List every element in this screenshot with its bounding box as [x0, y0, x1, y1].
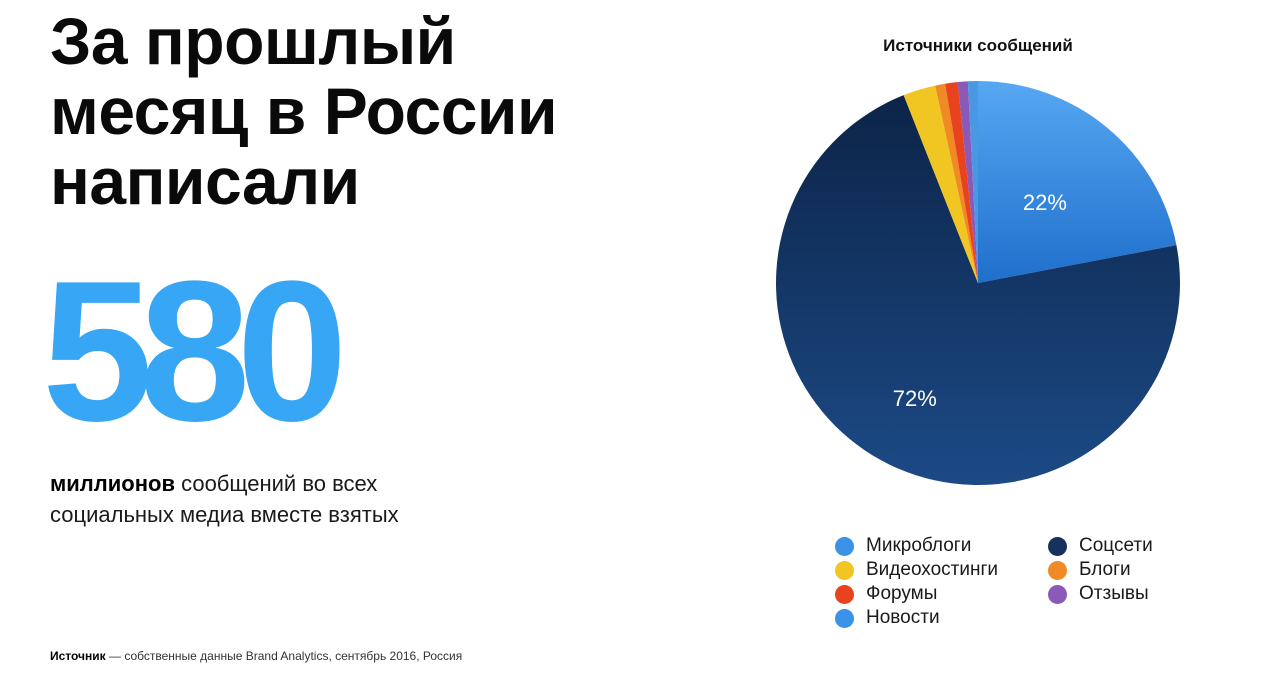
legend-swatch [1048, 584, 1067, 604]
legend-item: Соцсети [1048, 534, 1198, 558]
description: миллионов сообщений во всех социальных м… [50, 468, 410, 530]
legend-item: Видеохостинги [835, 558, 1048, 582]
pie-label-2: 72% [893, 386, 937, 411]
legend-swatch [835, 560, 854, 580]
source-note: Источник — собственные данные Brand Anal… [50, 648, 462, 664]
headline-line-2: месяц в России [50, 74, 558, 148]
legend-swatch [1048, 560, 1067, 580]
legend-item: Отзывы [1048, 582, 1198, 606]
pie-slice-2 [775, 95, 1180, 486]
pie-slice-6 [957, 81, 978, 284]
chart-legend: Микроблоги Соцсети Видеохостинги Блоги Форум… [835, 534, 1195, 630]
pie-label-1: 22% [1023, 190, 1067, 215]
source-text: — собственные данные Brand Analytics, се… [105, 649, 463, 663]
pie-labels: 22% 72% [893, 190, 1067, 411]
pie-chart: 22% 72% [775, 81, 1180, 486]
legend-swatch [835, 608, 854, 628]
pie-slice-3 [903, 85, 978, 283]
pie-slices [775, 81, 1180, 486]
legend-swatch [835, 536, 854, 556]
legend-label: Форумы [866, 583, 938, 604]
headline-line-1: За прошлый [50, 4, 456, 78]
chart-title: Источники сообщений [883, 36, 1073, 55]
legend-item: Блоги [1048, 558, 1198, 582]
legend-label: Новости [866, 607, 940, 628]
pie-slice-5 [945, 82, 978, 283]
description-strong: миллионов [50, 471, 175, 496]
legend-label: Соцсети [1079, 535, 1153, 556]
headline: За прошлый месяц в России написали [50, 6, 690, 216]
pie-slice-1 [978, 81, 1177, 283]
big-number: 580 [42, 240, 348, 463]
legend-item: Новости [835, 606, 1048, 630]
legend-label: Блоги [1079, 559, 1131, 580]
legend-label: Микроблоги [866, 535, 972, 556]
pie-slice-4 [935, 83, 978, 283]
headline-line-3: написали [50, 144, 360, 218]
legend-item: Микроблоги [835, 534, 1048, 558]
description-rest: сообщений во всех социальных медиа вмест… [50, 471, 399, 527]
legend-label: Отзывы [1079, 583, 1149, 604]
legend-swatch [1048, 536, 1067, 556]
legend-label: Видеохостинги [866, 559, 998, 580]
source-label: Источник [50, 649, 106, 663]
legend-item: Форумы [835, 582, 1048, 606]
pie-slice-7 [967, 81, 978, 283]
legend-swatch [835, 584, 854, 604]
